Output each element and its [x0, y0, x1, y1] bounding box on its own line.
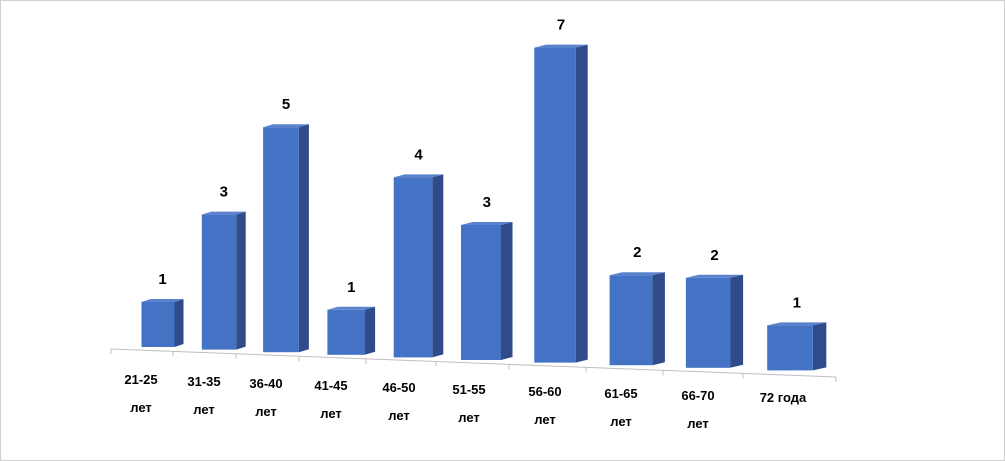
bar-top — [393, 174, 444, 178]
bar-top — [609, 272, 665, 276]
bar — [393, 177, 433, 358]
value-label: 5 — [282, 96, 290, 113]
axis-line — [110, 348, 837, 378]
bar — [461, 225, 501, 360]
bar-top — [685, 274, 744, 278]
bar — [767, 325, 813, 371]
x-tick-label: 56-60 лет — [528, 384, 562, 427]
bar-side — [236, 211, 246, 350]
x-tick-label: 51-55 лет — [452, 382, 486, 425]
x-tick-label: 72 года — [759, 390, 807, 405]
bar-side — [730, 274, 744, 368]
bar-side — [652, 272, 665, 366]
bar-side — [298, 124, 309, 353]
bar — [327, 309, 365, 355]
value-label: 1 — [793, 294, 801, 311]
bar-top — [327, 306, 376, 310]
bar — [609, 275, 653, 366]
x-tick-label: 21-25 лет — [124, 372, 158, 415]
x-tick-label: 66-70 лет — [681, 388, 715, 431]
value-label: 3 — [483, 194, 491, 211]
bar-side — [364, 306, 376, 355]
value-label: 2 — [710, 247, 718, 264]
bar-top — [767, 322, 827, 326]
bar-side — [432, 174, 444, 358]
x-tick-label: 36-40 лет — [249, 376, 283, 419]
x-tick-label: 41-45 лет — [314, 378, 348, 421]
bar-side — [174, 299, 184, 347]
bar — [263, 127, 299, 353]
bar-side — [812, 322, 827, 371]
bar-top — [534, 44, 588, 48]
value-label: 3 — [220, 184, 228, 201]
x-tick-label: 46-50 лет — [382, 380, 416, 423]
bar-side — [575, 44, 588, 363]
bar — [685, 277, 731, 368]
bar-side — [501, 222, 513, 360]
bar — [201, 214, 237, 350]
bar-top — [141, 299, 184, 302]
value-label: 4 — [414, 146, 423, 163]
bar-top — [461, 222, 513, 225]
bar — [534, 47, 576, 363]
bar-top — [201, 211, 246, 215]
value-label: 7 — [557, 17, 565, 34]
value-label: 2 — [633, 244, 641, 261]
x-tick-label: 61-65 лет — [604, 386, 638, 429]
bar — [141, 302, 175, 347]
value-label: 1 — [347, 279, 355, 296]
bar-top — [263, 124, 309, 128]
value-label: 1 — [158, 271, 166, 288]
x-tick-label: 31-35 лет — [187, 374, 221, 417]
